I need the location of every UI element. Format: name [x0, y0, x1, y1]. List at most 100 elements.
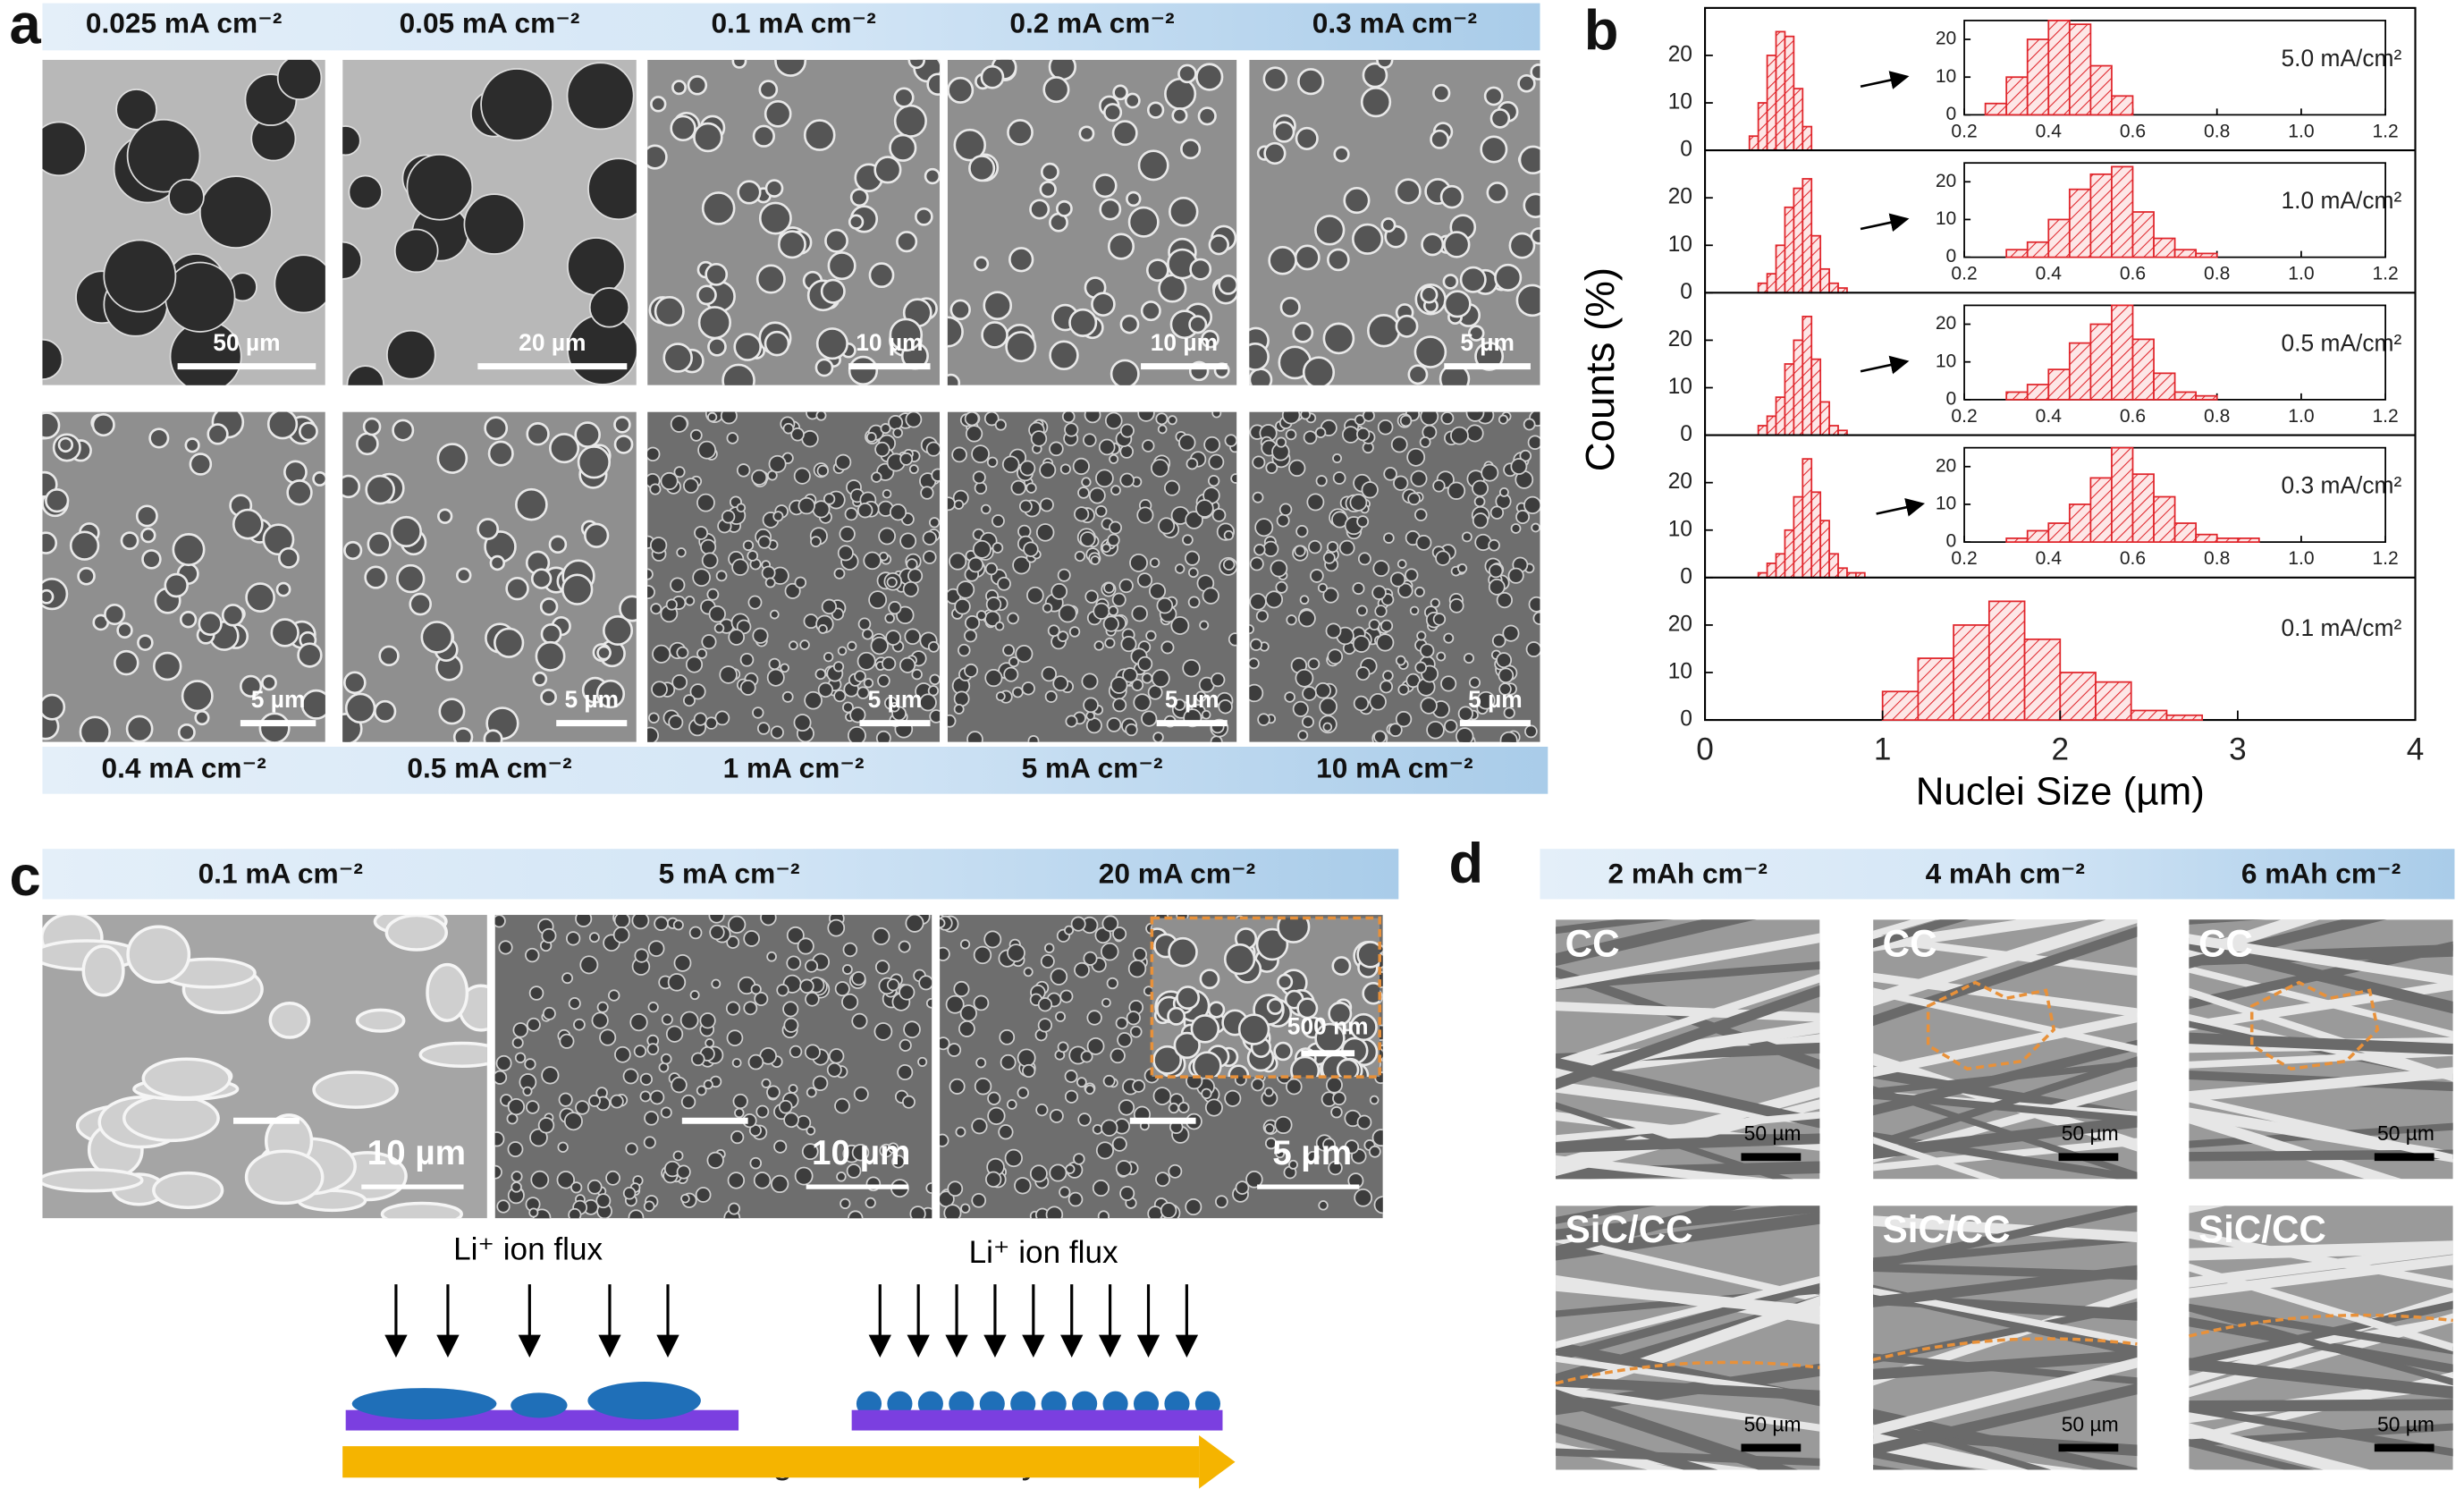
schematic: [342, 1382, 1236, 1489]
texture: [1249, 638, 1263, 651]
texture: [1119, 1185, 1135, 1201]
texture: [684, 596, 696, 606]
texture: [1306, 493, 1325, 512]
texture: [777, 230, 806, 259]
texture: [1008, 656, 1019, 668]
texture: [764, 577, 776, 588]
texture: [276, 59, 323, 101]
texture: [346, 365, 384, 385]
texture: [1556, 1133, 1820, 1154]
texture: [1456, 727, 1474, 742]
texture: [692, 568, 711, 588]
histogram-bar: [1766, 563, 1777, 579]
texture: [1292, 321, 1314, 343]
texture: [198, 175, 273, 249]
texture: [743, 930, 760, 947]
inset-scale-label: 500 nm: [1287, 1013, 1369, 1040]
texture: [1288, 1159, 1298, 1170]
sem-image: [647, 59, 941, 385]
texture: [754, 991, 769, 1007]
texture: [1349, 494, 1368, 512]
texture: [1168, 1102, 1179, 1114]
texture: [120, 531, 139, 551]
texture: [179, 611, 198, 629]
texture: [648, 712, 660, 724]
texture: [1185, 511, 1203, 529]
texture: [575, 1100, 590, 1115]
texture: [1508, 232, 1536, 259]
texture: [1021, 681, 1035, 696]
texture: [1524, 724, 1538, 739]
scale-bar-label: 50 µm: [2062, 1121, 2119, 1145]
texture: [559, 1033, 575, 1049]
texture: [693, 122, 723, 153]
inset-histogram-bar: [2237, 537, 2260, 544]
texture: [1207, 474, 1220, 487]
texture: [1483, 86, 1504, 106]
sem-image: [42, 411, 325, 742]
inset-histogram-bar: [2005, 249, 2029, 258]
texture: [2189, 1263, 2453, 1352]
texture: [1254, 518, 1274, 537]
texture: [1362, 982, 1380, 1005]
texture: [1354, 1188, 1373, 1207]
texture: [1111, 592, 1127, 607]
histogram-bar: [2095, 681, 2132, 721]
texture: [1294, 545, 1306, 557]
texture: [1389, 571, 1406, 588]
inset-y-tick-label: 0: [1946, 104, 1957, 124]
texture: [1290, 1055, 1321, 1078]
texture: [342, 241, 363, 280]
texture: [943, 1204, 962, 1219]
texture: [511, 1036, 524, 1049]
texture: [832, 661, 845, 673]
texture: [797, 937, 814, 955]
header-label: 0.1 mA cm⁻²: [198, 857, 363, 889]
texture: [81, 944, 125, 997]
x-tick-label: 3: [2229, 732, 2247, 767]
texture: [783, 1017, 799, 1033]
texture: [1322, 1138, 1336, 1152]
texture: [901, 1095, 916, 1109]
texture: [687, 75, 708, 96]
outline: [1555, 1360, 1820, 1385]
texture: [634, 948, 649, 963]
texture: [588, 1094, 601, 1107]
texture: [579, 955, 599, 975]
texture: [1327, 248, 1350, 272]
texture: [701, 552, 719, 570]
texture: [994, 419, 1007, 431]
histogram-bar: [1837, 567, 1848, 579]
zoom-arrow: [1876, 497, 1926, 517]
texture: [689, 683, 706, 700]
texture: [1093, 640, 1104, 651]
texture: [689, 990, 700, 1001]
texture: [1152, 1087, 1172, 1105]
scale-bar-label: 5 µm: [1272, 1134, 1352, 1172]
texture: [951, 446, 967, 463]
texture: [924, 167, 941, 185]
texture: [1419, 436, 1431, 448]
texture: [844, 507, 858, 521]
texture: [1249, 556, 1264, 571]
texture: [1465, 411, 1485, 422]
texture: [1414, 508, 1428, 521]
sem-image: [1249, 411, 1540, 742]
texture: [1444, 719, 1458, 733]
texture: [1380, 619, 1394, 632]
texture: [2189, 1300, 2453, 1367]
texture: [343, 540, 363, 561]
texture: [1285, 428, 1297, 441]
texture: [1262, 66, 1288, 91]
texture: [1115, 1160, 1133, 1177]
texture: [1085, 717, 1102, 734]
texture: [1448, 598, 1464, 613]
texture: [386, 329, 436, 380]
y-tick-label: 20: [1668, 42, 1692, 66]
texture: [1190, 1014, 1220, 1044]
zoom-arrow: [1860, 355, 1910, 375]
texture: [750, 984, 762, 995]
texture: [1314, 682, 1331, 699]
texture: [1180, 139, 1202, 160]
texture: [1371, 1129, 1383, 1147]
